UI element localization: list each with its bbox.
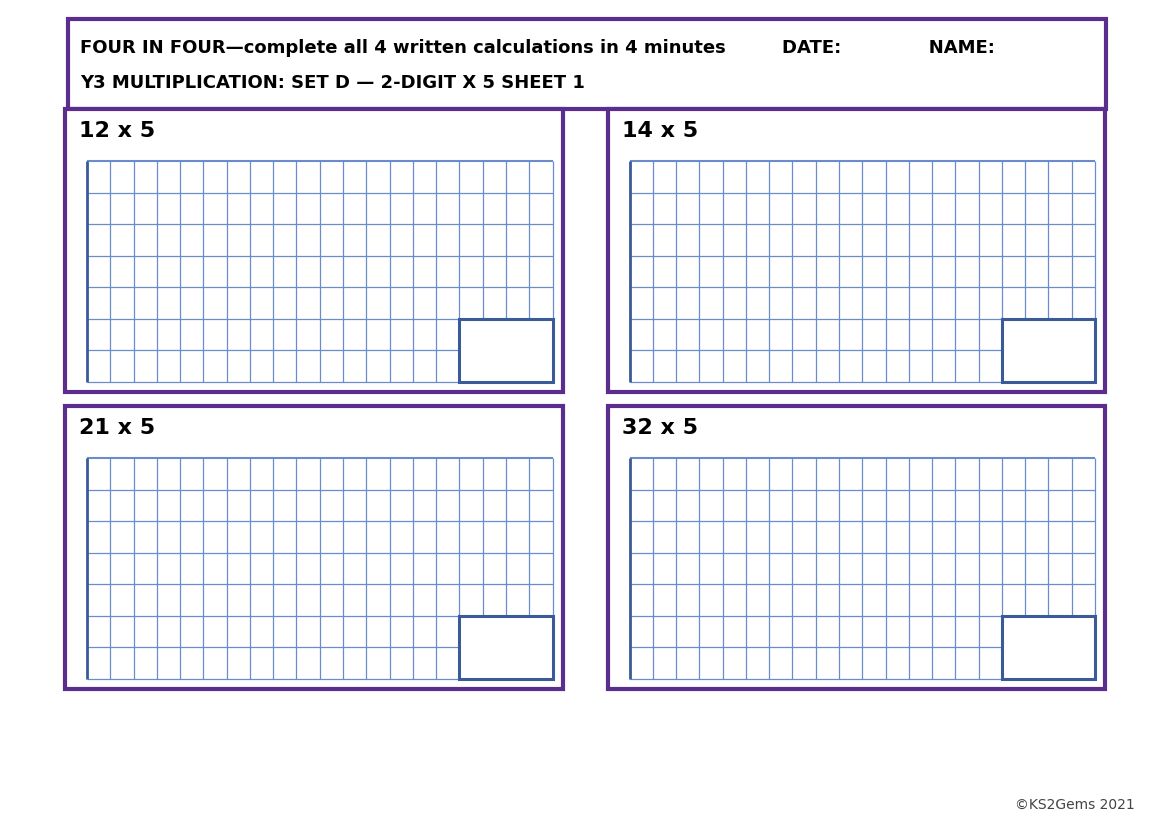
Text: 14 x 5: 14 x 5 (621, 121, 697, 141)
Text: 12 x 5: 12 x 5 (80, 121, 156, 141)
Bar (1002, 616, 1095, 679)
Text: 21 x 5: 21 x 5 (80, 418, 156, 438)
Bar (68, 19, 1106, 109)
Text: Y3 MULTIPLICATION: SET D — 2-DIGIT X 5 SHEET 1: Y3 MULTIPLICATION: SET D — 2-DIGIT X 5 S… (80, 74, 585, 92)
Bar (460, 319, 552, 382)
Bar (460, 616, 552, 679)
Text: ©KS2Gems 2021: ©KS2Gems 2021 (1016, 798, 1135, 812)
Text: FOUR IN FOUR—complete all 4 written calculations in 4 minutes         DATE:     : FOUR IN FOUR—complete all 4 written calc… (80, 39, 994, 57)
Text: 32 x 5: 32 x 5 (621, 418, 697, 438)
Bar (66, 109, 563, 392)
Bar (66, 406, 563, 689)
Bar (460, 616, 552, 679)
Bar (1002, 319, 1095, 382)
Bar (607, 109, 1104, 392)
Bar (460, 319, 552, 382)
Bar (607, 406, 1104, 689)
Bar (1002, 616, 1095, 679)
Bar (1002, 319, 1095, 382)
